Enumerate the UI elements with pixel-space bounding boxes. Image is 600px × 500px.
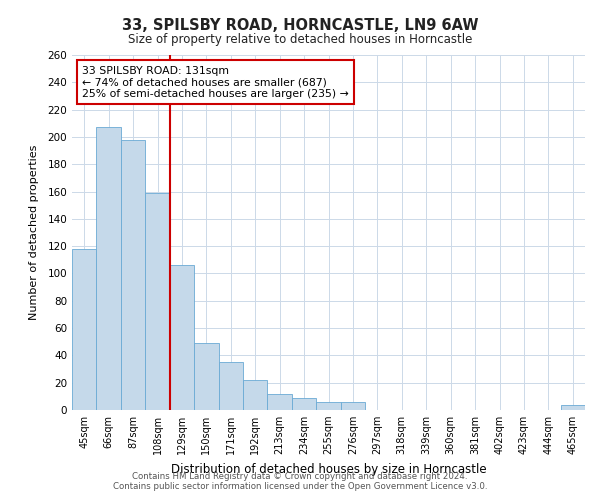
Bar <box>145 193 170 410</box>
Bar <box>170 266 194 410</box>
Bar <box>72 249 97 410</box>
Bar <box>218 362 243 410</box>
Text: Size of property relative to detached houses in Horncastle: Size of property relative to detached ho… <box>128 32 472 46</box>
Bar <box>194 343 218 410</box>
Bar <box>316 402 341 410</box>
X-axis label: Distribution of detached houses by size in Horncastle: Distribution of detached houses by size … <box>170 462 487 475</box>
Bar <box>268 394 292 410</box>
Text: 33 SPILSBY ROAD: 131sqm
← 74% of detached houses are smaller (687)
25% of semi-d: 33 SPILSBY ROAD: 131sqm ← 74% of detache… <box>82 66 349 99</box>
Bar <box>560 404 585 410</box>
Bar <box>121 140 145 410</box>
Bar <box>292 398 316 410</box>
Y-axis label: Number of detached properties: Number of detached properties <box>29 145 39 320</box>
Bar <box>243 380 268 410</box>
Text: 33, SPILSBY ROAD, HORNCASTLE, LN9 6AW: 33, SPILSBY ROAD, HORNCASTLE, LN9 6AW <box>122 18 478 32</box>
Bar <box>341 402 365 410</box>
Text: Contains HM Land Registry data © Crown copyright and database right 2024.
Contai: Contains HM Land Registry data © Crown c… <box>113 472 487 491</box>
Bar <box>97 128 121 410</box>
